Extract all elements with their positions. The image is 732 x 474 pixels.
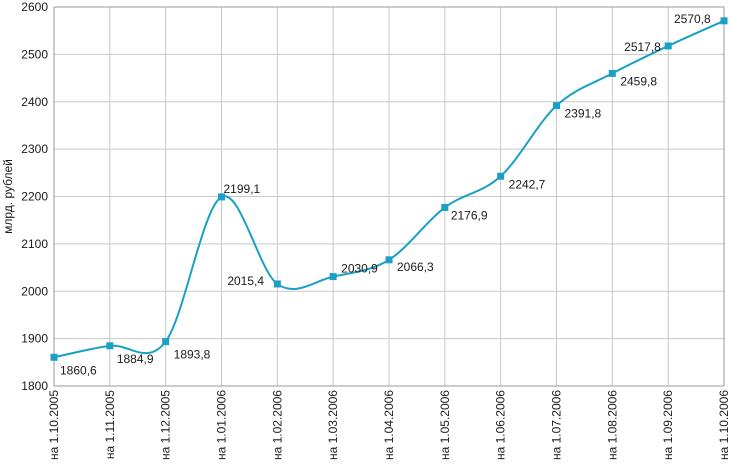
y-tick-label: 2000 bbox=[21, 284, 48, 298]
x-tick-label: на 1.06.2006 bbox=[494, 390, 508, 460]
x-tick-label: на 1.03.2006 bbox=[326, 390, 340, 460]
x-tick-label: на 1.10.2005 bbox=[47, 390, 61, 460]
data-label: 2030,9 bbox=[341, 262, 378, 276]
data-label: 2176,9 bbox=[451, 208, 488, 222]
data-labels: 1860,6 1884,9 1893,8 2199,1 2015,4 2030,9 2066… bbox=[60, 12, 711, 377]
data-point bbox=[441, 203, 449, 211]
data-label: 1860,6 bbox=[60, 363, 97, 377]
x-tick-label: на 1.09.2006 bbox=[661, 390, 675, 460]
y-tick-label: 2400 bbox=[21, 95, 48, 109]
data-point bbox=[497, 172, 505, 180]
y-tick-label: 2600 bbox=[21, 0, 48, 14]
x-tick-label: на 1.01.2006 bbox=[215, 390, 229, 460]
x-tick-label: на 1.07.2006 bbox=[550, 390, 564, 460]
data-label: 2066,3 bbox=[397, 260, 434, 274]
data-point bbox=[553, 102, 560, 110]
y-tick-label: 2300 bbox=[21, 142, 48, 156]
data-label: 2015,4 bbox=[227, 274, 264, 288]
grid bbox=[53, 6, 725, 387]
x-tick-label: на 1.02.2006 bbox=[270, 390, 284, 460]
x-tick-label: на 1.08.2006 bbox=[605, 390, 619, 460]
plot-frame bbox=[53, 6, 725, 387]
data-label: 2199,1 bbox=[224, 182, 261, 196]
data-point bbox=[218, 193, 225, 201]
x-tick-label: на 1.10.2006 bbox=[717, 390, 731, 460]
data-label: 1893,8 bbox=[174, 348, 211, 362]
y-tick-label: 2100 bbox=[21, 237, 48, 251]
data-point bbox=[106, 342, 114, 350]
series-line bbox=[53, 19, 725, 359]
data-point bbox=[50, 353, 58, 361]
y-axis: 1800 1900 2000 2100 2200 2300 2400 2500 2600 bbox=[21, 0, 48, 393]
series bbox=[50, 17, 728, 361]
data-label: 2517,8 bbox=[624, 40, 661, 54]
data-label: 2459,8 bbox=[620, 74, 657, 88]
data-label: 2570,8 bbox=[674, 12, 711, 26]
x-tick-label: на 1.04.2006 bbox=[382, 390, 396, 460]
data-label: 1884,9 bbox=[117, 352, 154, 366]
data-point bbox=[385, 256, 393, 264]
data-point bbox=[273, 280, 281, 288]
data-label: 2391,8 bbox=[565, 107, 602, 121]
y-tick-label: 1800 bbox=[21, 379, 48, 393]
y-tick-label: 2200 bbox=[21, 190, 48, 204]
x-tick-label: на 1.12.2005 bbox=[159, 390, 173, 460]
data-point bbox=[664, 42, 672, 50]
x-tick-label: на 1.11.2005 bbox=[103, 390, 117, 459]
y-tick-label: 1900 bbox=[21, 332, 48, 346]
x-tick-label: на 1.05.2006 bbox=[438, 390, 452, 460]
data-point bbox=[329, 273, 337, 281]
data-point bbox=[608, 69, 616, 77]
data-point bbox=[162, 338, 170, 346]
data-label: 2242,7 bbox=[509, 177, 546, 191]
x-axis: на 1.10.2005 на 1.11.2005 на 1.12.2005 на 1… bbox=[47, 390, 731, 460]
y-axis-title: млрд. рублей bbox=[1, 159, 15, 234]
data-point bbox=[720, 17, 728, 25]
y-tick-label: 2500 bbox=[21, 47, 48, 61]
